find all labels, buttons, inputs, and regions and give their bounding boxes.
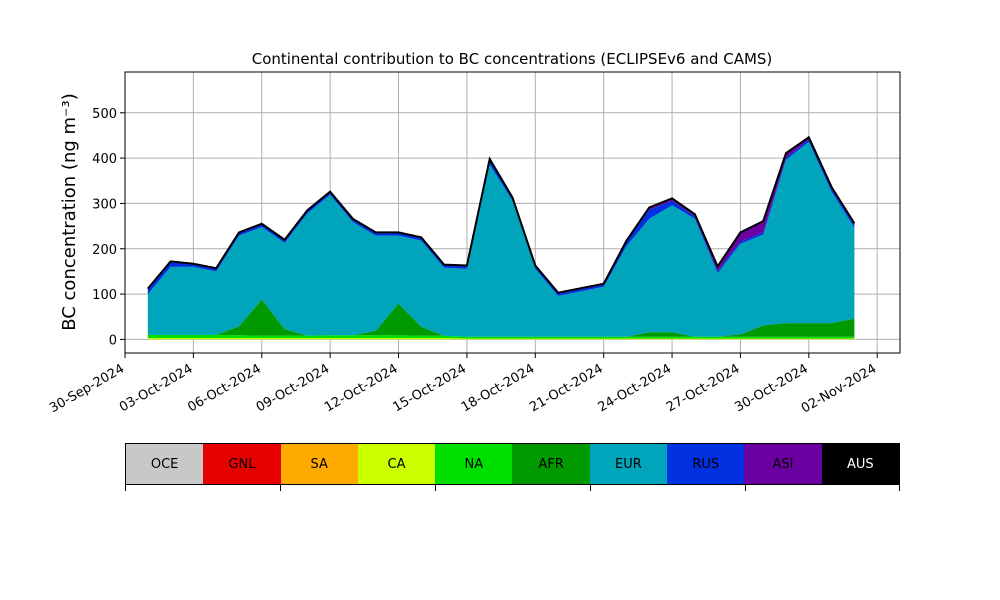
x-tick-label: 30-Oct-2024 xyxy=(732,361,810,415)
bc-concentration-chart: Continental contribution to BC concentra… xyxy=(47,50,901,416)
area-afr xyxy=(147,299,855,337)
x-tick-label: 09-Oct-2024 xyxy=(254,361,332,415)
x-tick-label: 02-Nov-2024 xyxy=(799,361,879,416)
y-tick-label: 100 xyxy=(92,288,117,303)
plot-frame xyxy=(124,71,901,354)
chart-title: Continental contribution to BC concentra… xyxy=(252,50,773,68)
legend-item-asi: ASI xyxy=(744,444,822,484)
x-tick-label: 03-Oct-2024 xyxy=(117,361,195,415)
total-concentration-line xyxy=(147,135,856,294)
legend-ticks xyxy=(125,485,900,493)
legend-item-rus: RUS xyxy=(667,444,745,484)
x-tick-label: 12-Oct-2024 xyxy=(322,361,400,415)
legend-item-na: NA xyxy=(435,444,513,484)
y-axis-ticks: 0 100 200 300 400 500 xyxy=(92,107,125,348)
x-tick-label: 18-Oct-2024 xyxy=(459,361,537,415)
y-tick-label: 200 xyxy=(92,243,117,258)
area-ca xyxy=(147,338,855,340)
y-axis-label: BC concentration (ng m⁻³) xyxy=(59,93,80,331)
x-tick-label: 21-Oct-2024 xyxy=(527,361,605,415)
legend-item-sa: SA xyxy=(280,444,358,484)
area-eur xyxy=(147,141,855,337)
y-tick-label: 0 xyxy=(109,333,117,348)
legend-item-eur: EUR xyxy=(589,444,668,484)
x-tick-label: 27-Oct-2024 xyxy=(664,361,742,415)
x-tick-label: 24-Oct-2024 xyxy=(596,361,674,415)
legend-item-oce: OCE xyxy=(126,444,204,484)
legend-item-gnl: GNL xyxy=(203,444,281,484)
y-tick-label: 500 xyxy=(92,107,117,122)
x-tick-label: 30-Sep-2024 xyxy=(47,361,127,416)
x-tick-label: 06-Oct-2024 xyxy=(185,361,263,415)
legend-item-ca: CA xyxy=(357,444,436,484)
region-color-legend: OCE GNL SA CA NA AFR EUR RUS ASI AUS xyxy=(125,443,900,485)
stacked-areas xyxy=(147,137,855,340)
x-tick-label: 15-Oct-2024 xyxy=(391,361,469,415)
y-tick-label: 400 xyxy=(92,152,117,167)
legend-item-aus: AUS xyxy=(821,444,899,484)
y-tick-label: 300 xyxy=(92,197,117,212)
x-axis-ticks: 30-Sep-202403-Oct-202406-Oct-202409-Oct-… xyxy=(47,353,879,416)
legend-item-afr: AFR xyxy=(512,444,590,484)
